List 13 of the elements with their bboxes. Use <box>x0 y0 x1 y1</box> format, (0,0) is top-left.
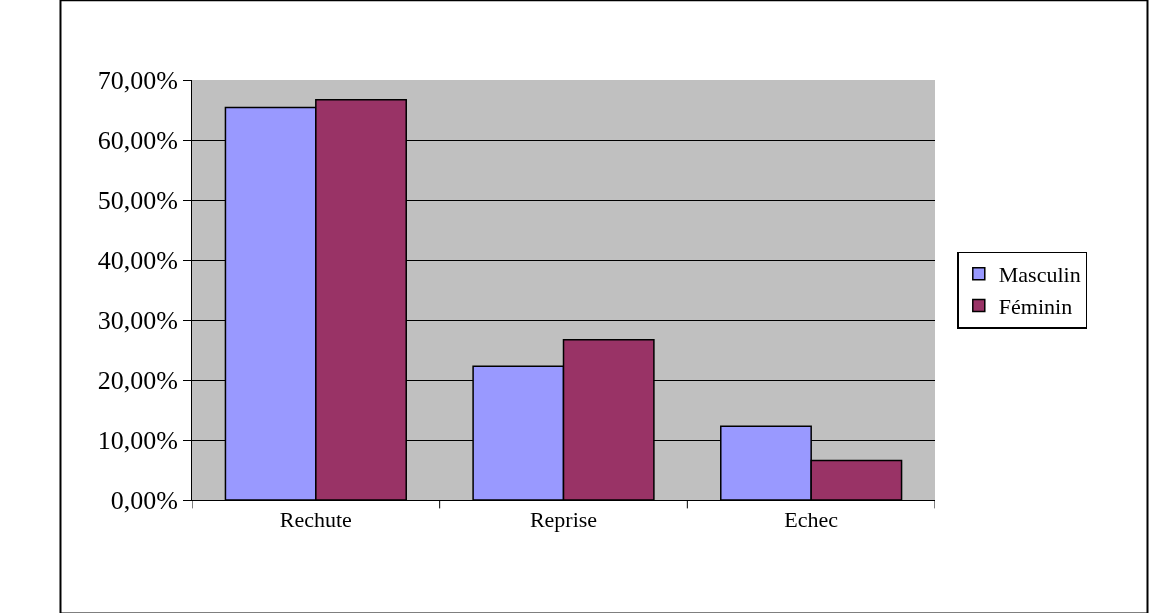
x-tick-label: Echec <box>784 507 839 533</box>
y-tick-label: 40,00% <box>97 246 178 276</box>
y-tick-label: 30,00% <box>97 306 178 336</box>
y-tick-label: 60,00% <box>97 126 178 156</box>
y-tick-label: 10,00% <box>97 426 178 456</box>
y-tick-label: 70,00% <box>97 66 178 96</box>
x-tick-label: Reprise <box>529 507 598 533</box>
y-tick-label: 20,00% <box>97 366 178 396</box>
y-tick-label: 0,00% <box>110 486 178 516</box>
x-tick-label: Rechute <box>279 507 352 533</box>
legend-label: Masculin <box>998 262 1081 288</box>
legend-label: Féminin <box>998 293 1073 319</box>
y-tick-label: 50,00% <box>97 186 178 216</box>
